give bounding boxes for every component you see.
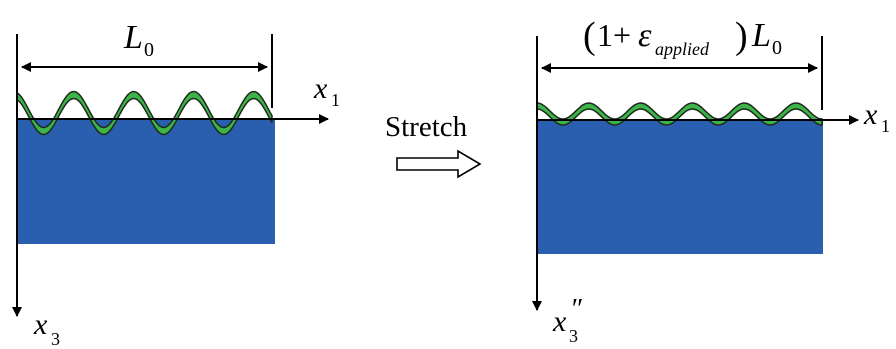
- left-x3-label: x: [33, 308, 48, 341]
- left-x3-sub: 3: [51, 329, 60, 349]
- stretch-label: Stretch: [385, 111, 468, 143]
- right-x1-label: x: [863, 98, 878, 131]
- right-substrate: [537, 120, 823, 254]
- right-open-paren: (: [583, 15, 596, 57]
- right-length-sub: 0: [772, 37, 782, 59]
- right-epsilon-sub: applied: [655, 39, 710, 59]
- right-x3-label: x: [552, 305, 567, 338]
- right-panel: ( 1+ ε applied ) L 0 x 1 x 3 ″: [532, 15, 890, 346]
- right-length-label: L: [751, 17, 771, 54]
- right-x3-sub: 3: [569, 326, 578, 346]
- left-length-label: L: [123, 19, 143, 56]
- right-one-plus: 1+: [597, 17, 631, 53]
- right-epsilon: ε: [638, 17, 652, 54]
- stretch-arrow-icon: [396, 149, 482, 179]
- left-wrinkled-film: [16, 90, 273, 136]
- left-substrate: [17, 119, 275, 244]
- left-x1-sub: 1: [331, 90, 340, 110]
- stretch-indicator: Stretch: [385, 111, 482, 179]
- right-x3-prime: ″: [570, 294, 582, 325]
- right-x1-sub: 1: [881, 116, 890, 136]
- left-x1-label: x: [313, 72, 328, 105]
- left-length-sub: 0: [144, 39, 154, 61]
- left-panel: L 0 x 1 x 3: [12, 19, 340, 349]
- right-close-paren: ): [735, 15, 748, 57]
